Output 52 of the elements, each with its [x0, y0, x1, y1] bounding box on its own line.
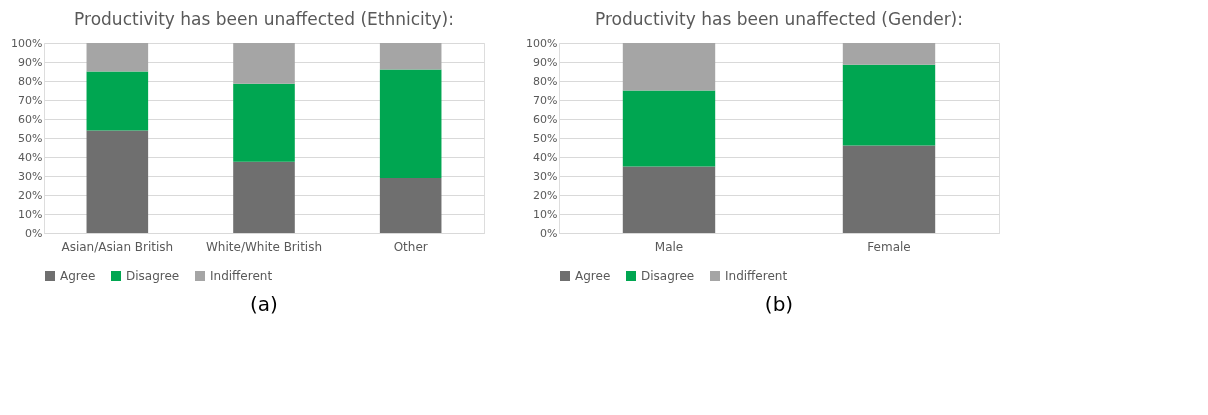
x-tick-label: Male: [654, 239, 684, 254]
bar: [379, 43, 442, 70]
x-tick-label: Other: [393, 239, 428, 254]
y-tick-label: 10%: [18, 207, 43, 221]
bar: [86, 130, 149, 233]
y-tick-label: 10%: [533, 207, 558, 221]
y-tick-label: 60%: [533, 112, 558, 126]
y-tick-label: 70%: [18, 93, 43, 107]
bar: [86, 43, 149, 72]
bar: [379, 177, 442, 233]
y-tick-label: 60%: [18, 112, 43, 126]
y-tick-label: 80%: [18, 74, 43, 88]
bar: [233, 161, 295, 233]
bar: [622, 90, 716, 167]
bar: [233, 43, 295, 84]
text: (a): [250, 292, 278, 316]
bar: [86, 71, 149, 131]
text: (b): [764, 292, 794, 316]
y-tick-label: 40%: [533, 150, 558, 164]
y-tick-label: 30%: [533, 169, 558, 183]
y-tick-label: 90%: [533, 55, 558, 69]
legend-label: Agree: [60, 269, 96, 283]
y-tick-label: 0%: [25, 226, 43, 240]
y-tick-label: 50%: [18, 131, 43, 145]
legend-label: Indifferent: [210, 269, 273, 283]
y-tick-label: 100%: [526, 36, 558, 50]
bar: [622, 166, 716, 233]
chart-title: Productivity has been unaffected (Ethnicity):: [74, 9, 454, 29]
y-tick-label: 20%: [533, 188, 558, 202]
y-tick-label: 30%: [18, 169, 43, 183]
y-tick-label: 0%: [540, 226, 558, 240]
bar: [379, 69, 442, 178]
y-tick-label: 100%: [11, 36, 43, 50]
chart-title: Productivity has been unaffected (Gender):: [595, 9, 963, 29]
y-tick-label: 20%: [18, 188, 43, 202]
x-tick-label: White/White British: [205, 239, 323, 254]
x-tick-label: Asian/Asian British: [61, 239, 174, 254]
legend-label: Indifferent: [725, 269, 788, 283]
bar: [233, 83, 295, 162]
y-tick-label: 90%: [18, 55, 43, 69]
y-tick-label: 40%: [18, 150, 43, 164]
bar: [842, 43, 936, 65]
legend-label: Disagree: [126, 269, 180, 283]
y-tick-label: 50%: [533, 131, 558, 145]
x-tick-label: Female: [867, 239, 911, 254]
legend-label: Disagree: [641, 269, 695, 283]
bar: [842, 64, 936, 146]
y-tick-label: 70%: [533, 93, 558, 107]
y-tick-label: 80%: [533, 74, 558, 88]
bar: [622, 43, 716, 91]
legend-label: Agree: [575, 269, 611, 283]
bar: [842, 145, 936, 233]
